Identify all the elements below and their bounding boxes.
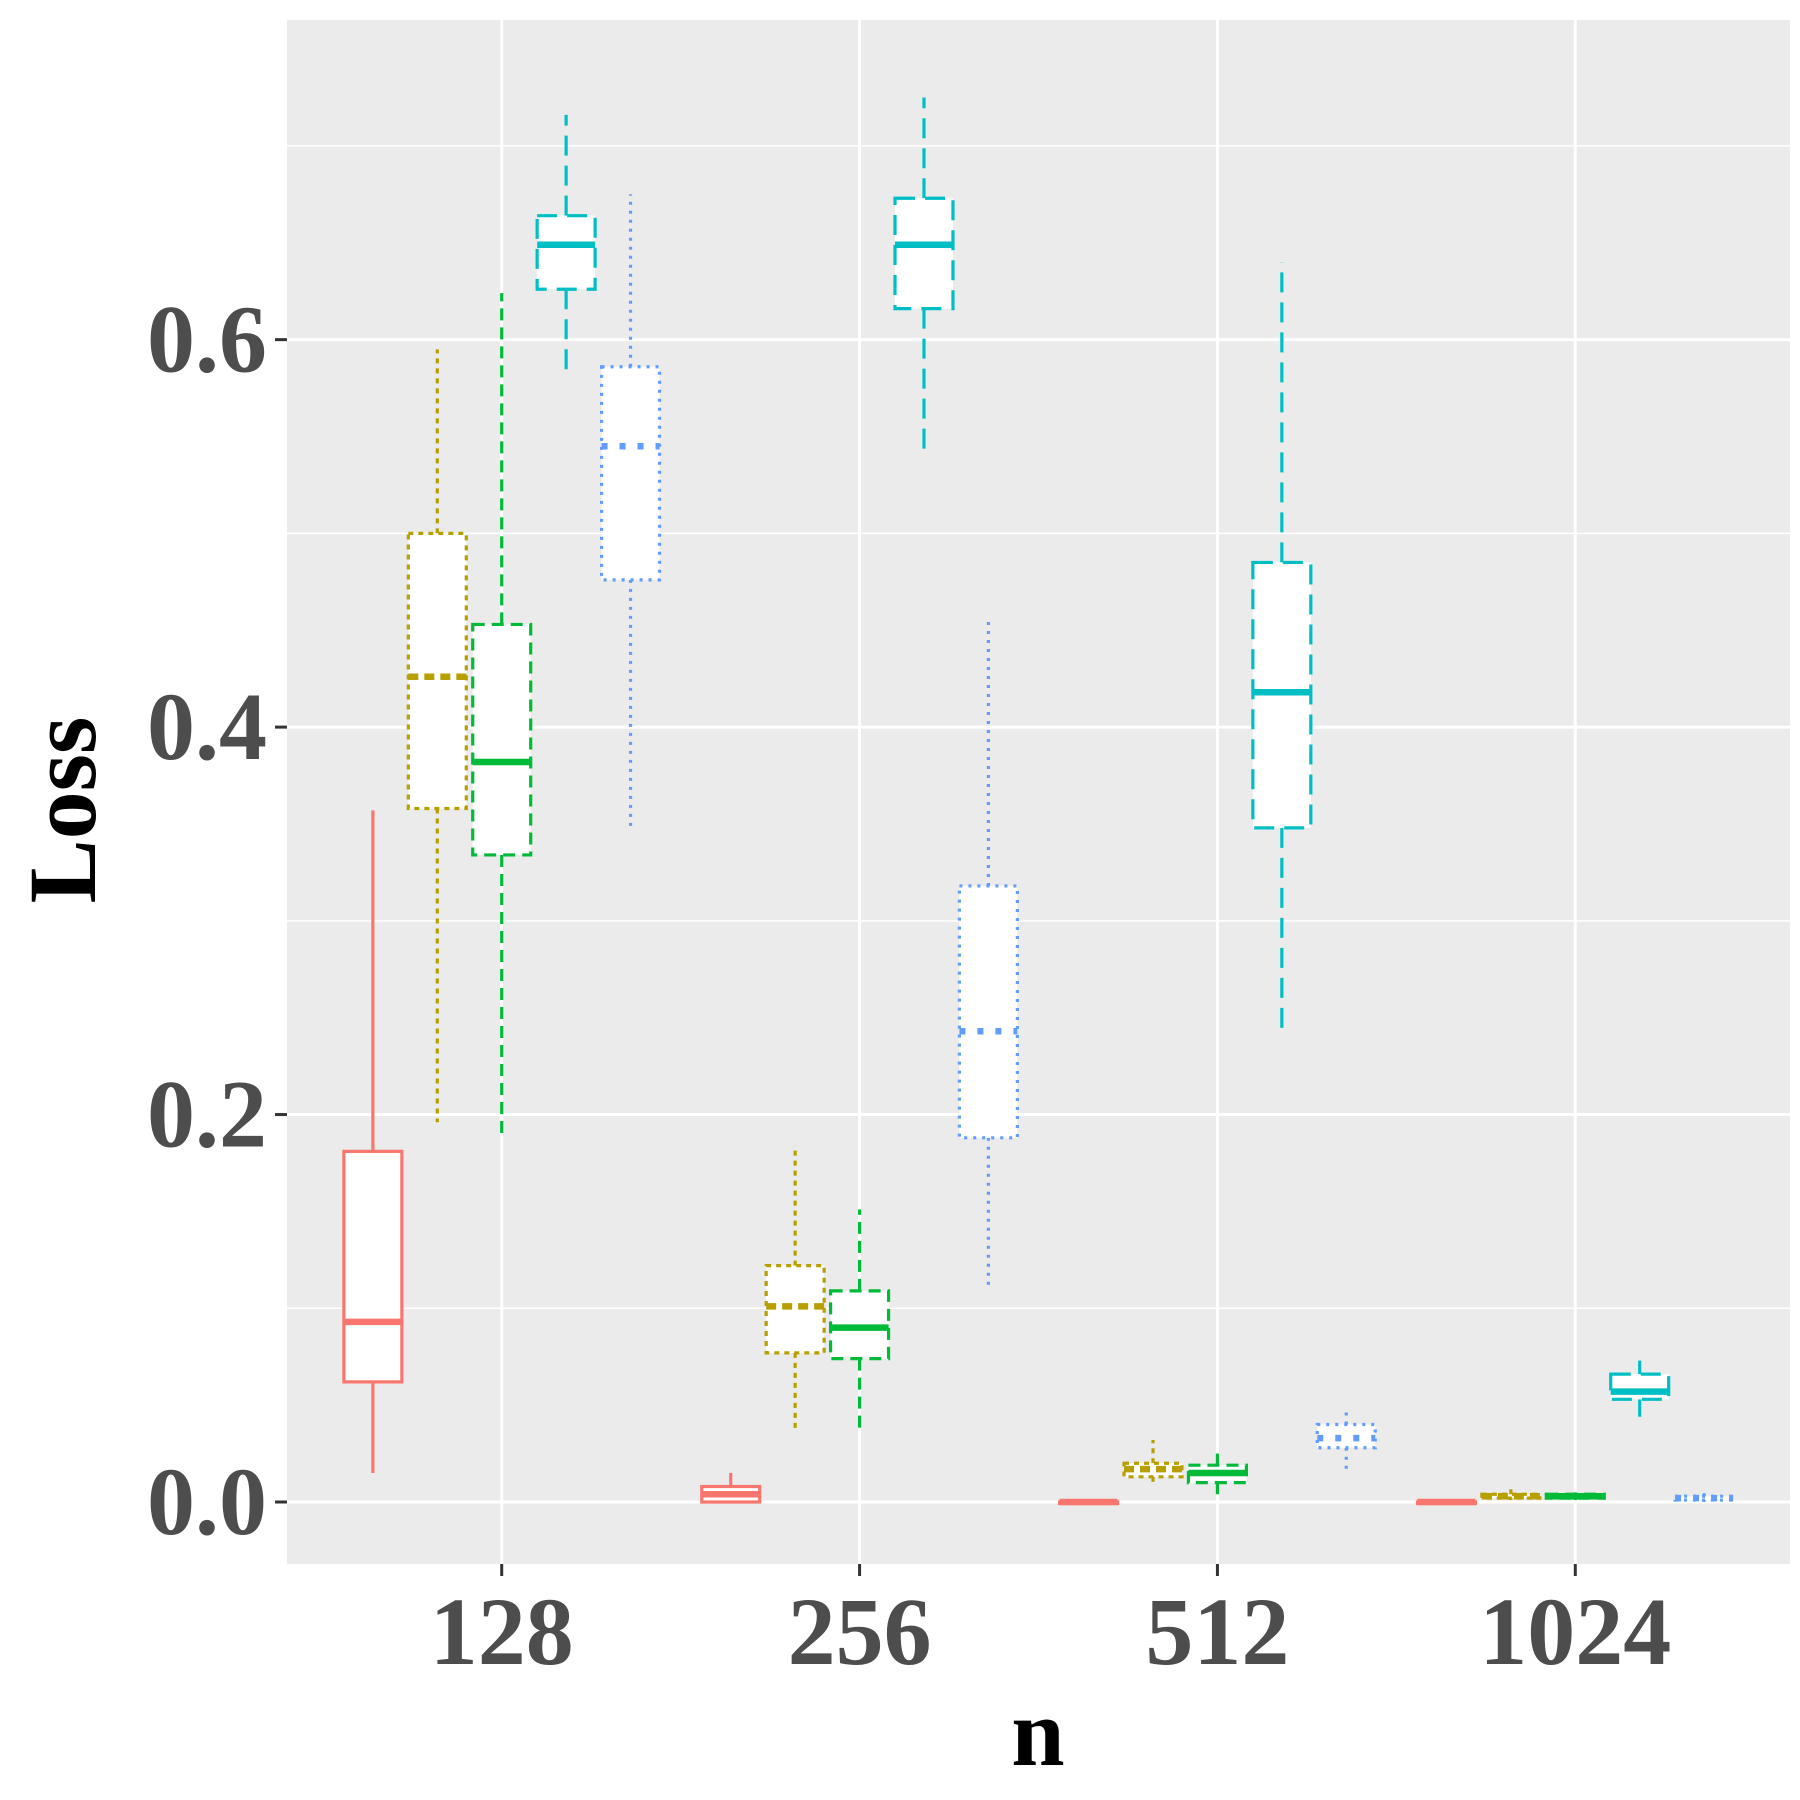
box-series1-256 bbox=[764, 1145, 826, 1433]
y-axis: 0.0 0.2 0.4 0.6 bbox=[147, 286, 287, 1555]
box-series2-256 bbox=[828, 1209, 891, 1433]
boxes-layer bbox=[342, 97, 1735, 1506]
box-series2-512 bbox=[1186, 1453, 1249, 1495]
box-iqr bbox=[893, 196, 955, 311]
box-series4-128 bbox=[599, 194, 662, 828]
box-iqr bbox=[342, 1149, 404, 1384]
box-series0-1024 bbox=[1415, 1498, 1478, 1506]
x-tick-label-1024: 1024 bbox=[1479, 1578, 1671, 1685]
box-series1-1024 bbox=[1480, 1488, 1542, 1501]
box-iqr bbox=[406, 531, 468, 811]
box-iqr bbox=[535, 214, 597, 291]
x-axis-title: n bbox=[1011, 1679, 1064, 1786]
box-series3-256 bbox=[893, 97, 955, 454]
box-iqr bbox=[957, 884, 1019, 1140]
x-axis: 128 256 512 1024 bbox=[430, 1564, 1671, 1685]
box-series2-1024 bbox=[1544, 1492, 1606, 1501]
box-series3-128 bbox=[535, 114, 597, 373]
grid-minor bbox=[287, 145, 1790, 1310]
box-series3-1024 bbox=[1609, 1360, 1671, 1417]
box-series1-512 bbox=[1122, 1440, 1184, 1483]
y-tick-label-3: 0.6 bbox=[147, 286, 267, 393]
box-series1-128 bbox=[406, 349, 468, 1123]
box-iqr bbox=[1673, 1494, 1735, 1502]
box-iqr bbox=[1609, 1372, 1671, 1401]
box-series4-256 bbox=[957, 620, 1019, 1289]
box-series4-1024 bbox=[1673, 1492, 1735, 1503]
box-series3-512 bbox=[1251, 262, 1313, 1036]
box-iqr bbox=[1315, 1422, 1377, 1450]
y-tick-label-0: 0.0 bbox=[147, 1448, 267, 1555]
x-tick-label-512: 512 bbox=[1145, 1578, 1289, 1685]
box-series2-128 bbox=[471, 293, 533, 1138]
y-axis-title: Loss bbox=[9, 717, 116, 904]
x-tick-label-128: 128 bbox=[430, 1578, 574, 1685]
box-series0-256 bbox=[700, 1472, 762, 1504]
y-tick-label-2: 0.4 bbox=[147, 673, 267, 780]
y-tick-label-1: 0.2 bbox=[147, 1061, 267, 1168]
box-series0-512 bbox=[1058, 1498, 1120, 1506]
box-series4-512 bbox=[1315, 1407, 1377, 1470]
box-series0-128 bbox=[342, 810, 404, 1473]
box-iqr bbox=[471, 622, 533, 857]
box-iqr bbox=[599, 365, 662, 582]
x-tick-label-256: 256 bbox=[788, 1578, 932, 1685]
